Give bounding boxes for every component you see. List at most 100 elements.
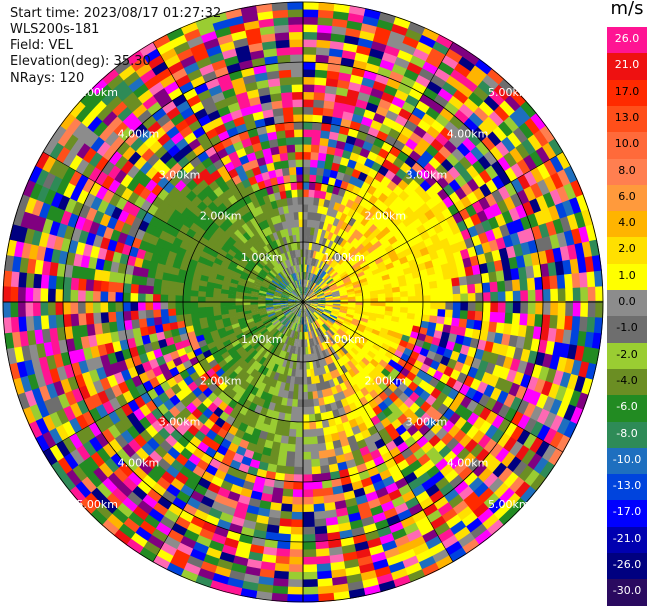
radar-gate <box>462 96 479 113</box>
radar-gate <box>276 263 283 272</box>
radar-gate <box>68 417 83 435</box>
radar-gate <box>242 298 251 303</box>
radar-gate <box>434 271 445 281</box>
radar-gate <box>392 195 405 207</box>
radar-gate <box>258 94 272 105</box>
radar-gate <box>146 488 163 504</box>
radar-gate <box>529 389 542 406</box>
radar-gate <box>297 302 303 308</box>
radar-gate <box>223 272 233 280</box>
radar-gate <box>539 460 556 479</box>
radar-gate <box>158 151 173 165</box>
radar-gate <box>328 131 339 141</box>
radar-gate <box>210 91 226 104</box>
radar-gate <box>308 174 317 183</box>
radar-gate <box>280 91 293 101</box>
radar-gate <box>217 486 232 499</box>
radar-gate <box>273 294 282 298</box>
radar-gate <box>296 296 303 302</box>
radar-gate <box>296 421 304 430</box>
radar-gate <box>478 486 496 504</box>
radar-gate <box>101 498 119 515</box>
radar-gate <box>198 312 207 319</box>
radar-gate <box>288 294 297 299</box>
radar-gate <box>299 241 303 250</box>
radar-gate <box>111 80 129 97</box>
radar-gate <box>92 121 108 138</box>
radar-gate <box>197 290 207 298</box>
radar-gate <box>208 11 228 25</box>
radar-gate <box>477 120 493 137</box>
radar-gate <box>507 455 523 473</box>
radar-gate <box>257 346 266 356</box>
radar-gate <box>169 555 189 571</box>
radar-gate <box>273 256 281 265</box>
radar-gate <box>414 99 430 114</box>
radar-gate <box>102 400 116 416</box>
radar-gate <box>84 94 102 113</box>
radar-gate <box>421 477 437 492</box>
radar-gate <box>311 313 318 321</box>
radar-gate <box>456 82 474 98</box>
radar-gate <box>12 209 25 228</box>
radar-gate <box>391 315 400 323</box>
radar-gate <box>543 174 557 193</box>
radar-gate <box>152 302 161 311</box>
radar-gate <box>557 287 566 302</box>
radar-gate <box>54 163 70 181</box>
radar-gate <box>453 198 466 212</box>
radar-gate <box>469 212 482 226</box>
radar-gate <box>244 344 254 353</box>
radar-gate <box>498 99 516 117</box>
radar-gate <box>430 470 446 485</box>
radar-gate <box>302 61 316 70</box>
radar-gate <box>256 196 266 207</box>
radar-gate <box>258 212 267 222</box>
radar-gate <box>329 249 336 258</box>
radar-gate <box>429 308 439 317</box>
radar-gate <box>228 286 237 292</box>
radar-gate <box>217 558 235 571</box>
radar-gate <box>543 426 558 445</box>
radar-gate <box>219 112 234 125</box>
radar-gate <box>284 276 291 284</box>
radar-gate <box>94 418 109 434</box>
radar-gate <box>337 461 349 472</box>
radar-gate <box>90 508 109 527</box>
radar-gate <box>420 112 436 127</box>
radar-gate <box>471 389 485 404</box>
radar-gate <box>287 368 293 377</box>
radar-gate <box>286 9 303 18</box>
range-ring-label: 4.00km <box>118 457 160 470</box>
radar-gate <box>429 137 444 152</box>
radar-gate <box>570 405 584 425</box>
radar-gate <box>308 292 316 298</box>
radar-gate <box>289 274 294 282</box>
radar-gate <box>581 239 593 258</box>
radar-gate <box>367 335 378 344</box>
radar-gate <box>294 144 303 153</box>
radar-gate <box>516 157 531 175</box>
radar-gate <box>332 101 346 112</box>
radar-gate <box>288 39 303 48</box>
radar-gate <box>316 277 323 285</box>
radar-gate <box>290 226 296 236</box>
radar-gate <box>326 448 337 459</box>
radar-gate <box>245 334 255 343</box>
radar-gate <box>55 314 65 329</box>
colorbar-segment <box>607 79 647 107</box>
radar-gate <box>504 279 514 292</box>
radar-gate <box>290 314 296 322</box>
radar-gate <box>248 49 265 61</box>
radar-gate <box>41 218 54 236</box>
radar-gate <box>397 541 415 555</box>
radar-gate <box>316 336 322 345</box>
radar-gate <box>436 345 447 356</box>
radar-gate <box>381 116 396 129</box>
radar-gate <box>478 419 493 435</box>
radar-gate <box>347 328 356 335</box>
radar-gate <box>28 420 43 440</box>
radar-gate <box>453 61 471 78</box>
radar-gate <box>292 489 304 498</box>
radar-gate <box>341 275 351 282</box>
